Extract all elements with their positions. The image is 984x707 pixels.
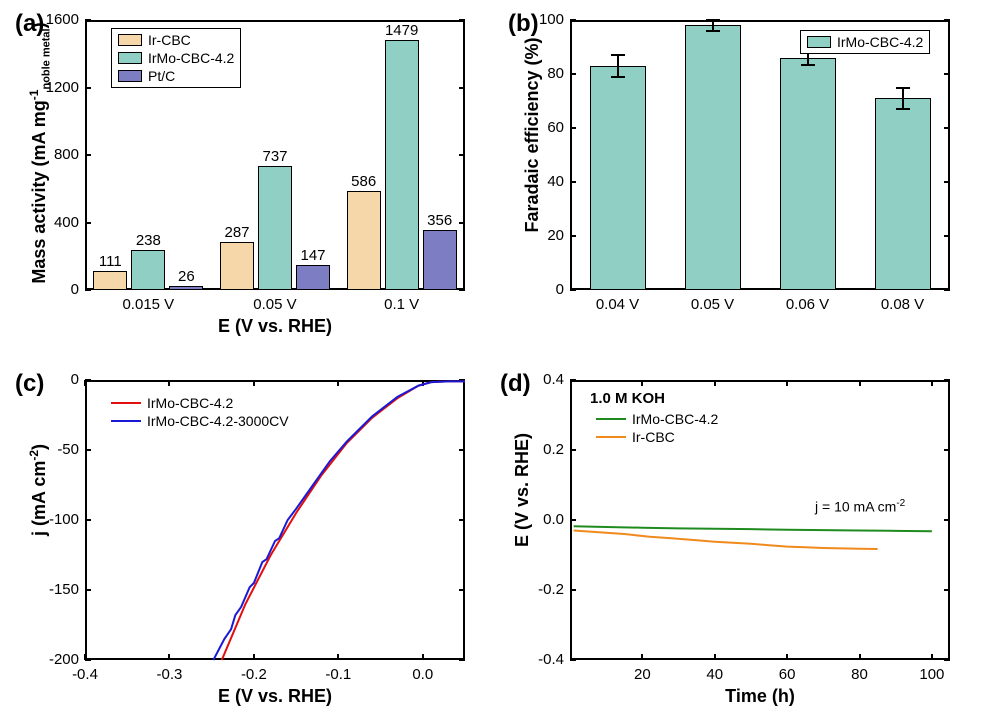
bar-ptc-0 xyxy=(169,286,203,290)
fe-bar-1 xyxy=(685,25,741,290)
panel-a-ylabel: Mass activity (mA mg-1noble metal) xyxy=(27,18,53,288)
panel-a-legend: Ir-CBCIrMo-CBC-4.2Pt/C xyxy=(111,28,241,88)
fe-bar-3 xyxy=(875,98,931,290)
panel-d-legend: IrMo-CBC-4.2Ir-CBC xyxy=(590,408,724,448)
bar-irmocbc42-1 xyxy=(258,166,292,290)
bar-ircbc-0 xyxy=(93,271,127,290)
bar-ircbc-2 xyxy=(347,191,381,290)
bar-irmocbc42-0 xyxy=(131,250,165,290)
panel-b-legend: IrMo-CBC-4.2 xyxy=(800,30,930,54)
fe-bar-2 xyxy=(780,58,836,290)
bar-ircbc-1 xyxy=(220,242,254,290)
bar-irmocbc42-2 xyxy=(385,40,419,290)
bar-ptc-2 xyxy=(423,230,457,290)
series-irmocbc42 xyxy=(574,526,932,531)
fe-bar-0 xyxy=(590,66,646,290)
panel-c-legend: IrMo-CBC-4.2IrMo-CBC-4.2-3000CV xyxy=(105,392,295,432)
bar-ptc-1 xyxy=(296,265,330,290)
series-ircbc xyxy=(574,531,878,550)
